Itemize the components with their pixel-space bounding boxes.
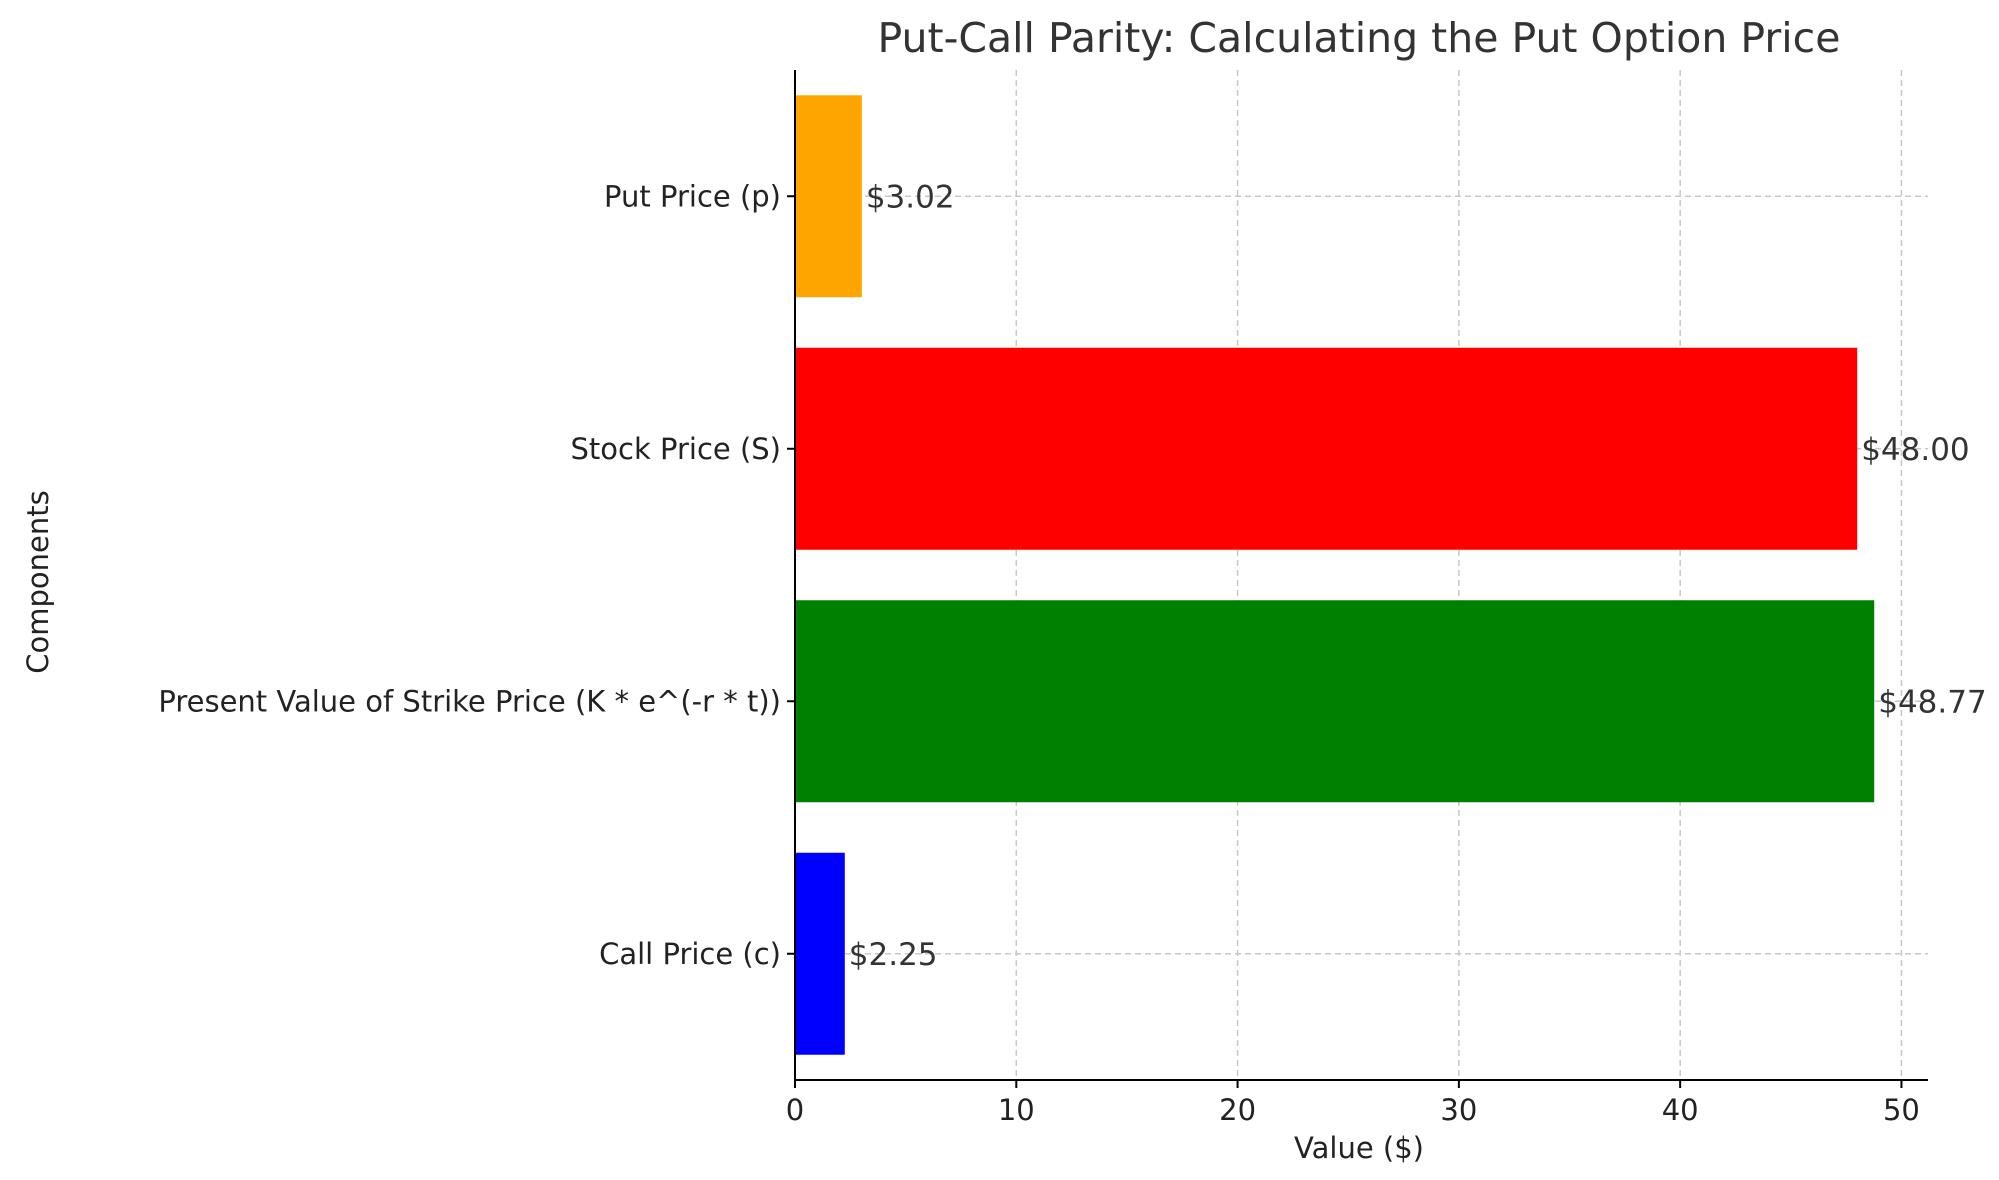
x-axis-label: Value ($) xyxy=(1294,1131,1424,1165)
bar xyxy=(795,852,845,1055)
chart-title: Put-Call Parity: Calculating the Put Opt… xyxy=(878,14,1841,62)
bar xyxy=(795,600,1875,803)
y-axis-label: Components xyxy=(21,490,55,673)
data-label: $3.02 xyxy=(866,179,955,215)
bar xyxy=(795,347,1858,550)
axes: 0 10 20 30 40 50 Call Price (c) Present Value o… xyxy=(158,70,1928,1127)
data-label: $2.25 xyxy=(849,937,938,973)
y-tick-label: Stock Price (S) xyxy=(571,432,781,466)
y-tick-label: Call Price (c) xyxy=(599,937,781,971)
bars xyxy=(795,95,1875,1055)
data-label: $48.00 xyxy=(1861,432,1969,468)
x-tick-label: 10 xyxy=(998,1093,1035,1127)
y-tick-label: Present Value of Strike Price (K * e^(-r… xyxy=(158,684,781,718)
data-labels: $2.25 $48.77 $48.00 $3.02 xyxy=(849,179,1987,973)
bar xyxy=(795,95,862,298)
x-tick-label: 0 xyxy=(786,1093,804,1127)
grid xyxy=(794,70,1928,1080)
x-tick-label: 20 xyxy=(1219,1093,1256,1127)
x-tick-label: 40 xyxy=(1662,1093,1699,1127)
x-tick-label: 50 xyxy=(1883,1093,1920,1127)
x-tick-label: 30 xyxy=(1440,1093,1477,1127)
data-label: $48.77 xyxy=(1878,684,1986,720)
y-tick-label: Put Price (p) xyxy=(604,179,781,213)
